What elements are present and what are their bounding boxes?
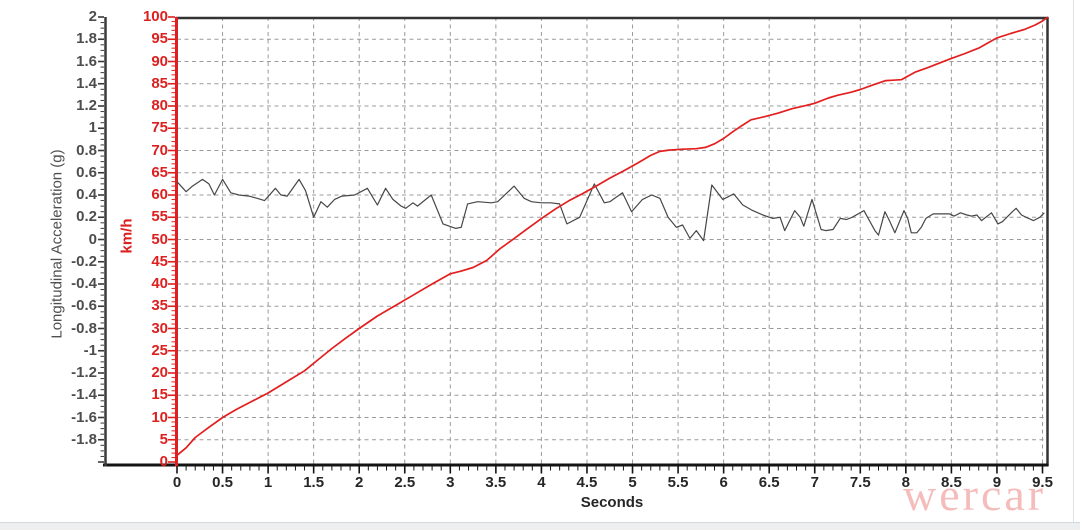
x-axis-tick-label: 0.5: [212, 473, 233, 491]
x-axis-tick-label: 5: [628, 473, 637, 491]
kmh-axis-tick-label: 50: [151, 230, 168, 248]
x-axis-tick-label: 4.5: [576, 473, 598, 491]
x-axis-tick-label: 1.5: [303, 473, 325, 491]
window-right-edge: [1073, 0, 1074, 522]
kmh-axis-tick-label: 70: [151, 141, 168, 159]
kmh-axis-tick-label: 100: [142, 8, 168, 25]
x-axis-tick-label: 6: [719, 473, 728, 491]
g-axis-tick-label: 0: [88, 230, 97, 248]
g-axis-tick-label: 0.4: [76, 186, 97, 203]
gridlines: [177, 17, 1048, 465]
y-axis-title-kmh: km/h: [118, 218, 136, 254]
kmh-axis-tick-label: 40: [151, 275, 168, 292]
kmh-axis-tick-label: 75: [151, 119, 168, 137]
kmh-axis-tick-label: 80: [151, 97, 168, 114]
g-axis-tick-label: 1.8: [76, 30, 97, 48]
g-axis-tick-label: 1.6: [76, 52, 97, 70]
kmh-axis-tick-label: 20: [151, 364, 168, 381]
speed-line: [176, 16, 1049, 456]
series: [176, 16, 1049, 456]
kmh-axis-tick-label: 95: [151, 30, 168, 48]
kmh-axis-tick-label: 35: [151, 297, 168, 315]
g-axis-tick-label: -1.2: [71, 364, 97, 381]
kmh-axis-tick-label: 10: [151, 408, 168, 426]
kmh-axis-tick-label: 65: [151, 163, 168, 181]
g-axis-tick-label: -0.8: [71, 319, 97, 337]
g-axis-tick-label: 1: [88, 119, 97, 137]
axis-ticks: [98, 16, 1044, 474]
kmh-axis-tick-label: 0: [159, 453, 168, 470]
kmh-axis-tick-label: 85: [151, 74, 168, 92]
g-axis-tick-label: -1.4: [71, 386, 97, 404]
g-axis-tick-label: 0.6: [76, 163, 97, 181]
acceleration-line: [176, 178, 1045, 242]
kmh-axis-tick-label: 60: [151, 186, 168, 203]
plot-border: [103, 16, 1049, 467]
window-bottom-edge: [0, 522, 1080, 530]
x-axis-tick-label: 5.5: [667, 473, 689, 491]
x-axis-title-seconds: Seconds: [580, 494, 644, 511]
x-axis-tick-label: 8.5: [940, 473, 962, 491]
x-axis-tick-label: 3.5: [485, 473, 507, 491]
g-axis-tick-label: -0.2: [71, 252, 97, 270]
x-axis-tick-label: 6.5: [758, 473, 780, 491]
g-axis-tick-label: 0.2: [76, 208, 97, 226]
x-axis-tick-label: 9.5: [1032, 473, 1053, 491]
y-axis-title-acceleration: Longitudinal Acceleration (g): [48, 149, 66, 339]
x-axis-tick-label: 7.5: [849, 473, 871, 491]
kmh-axis-tick-label: 15: [151, 386, 168, 404]
kmh-axis-tick-label: 45: [151, 252, 168, 270]
kmh-axis-tick-label: 5: [159, 430, 168, 448]
g-axis-tick-label: -1.8: [71, 430, 97, 448]
g-axis-tick-label: -1.6: [71, 408, 97, 426]
kmh-axis-tick-label: 25: [151, 341, 168, 359]
g-axis-tick-label: 1.4: [76, 74, 97, 92]
kmh-axis-tick-label: 30: [151, 319, 168, 337]
g-axis-tick-label: -1: [83, 341, 97, 359]
x-axis-tick-label: 3: [446, 473, 455, 491]
watermark-text: wercar: [903, 469, 1047, 520]
x-axis-tick-label: 0: [172, 473, 182, 491]
g-axis-tick-label: 1.2: [76, 97, 97, 114]
x-axis-tick-label: 2.5: [394, 473, 416, 491]
x-axis-tick-label: 7: [810, 473, 819, 491]
x-axis-tick-label: 8: [901, 473, 910, 491]
x-axis-tick-label: 1: [263, 473, 273, 491]
x-axis-tick-label: 9: [992, 473, 1002, 491]
g-axis-tick-label: 0.8: [76, 141, 97, 159]
kmh-axis-tick-label: 55: [151, 208, 168, 226]
g-axis-tick-label: -0.4: [71, 275, 97, 292]
g-axis-tick-label: -0.6: [71, 297, 97, 315]
g-axis-tick-label: 2: [88, 8, 97, 25]
kmh-axis-tick-label: 90: [151, 52, 168, 70]
x-axis-tick-label: 2: [355, 473, 364, 491]
x-axis-tick-label: 4: [537, 473, 546, 491]
